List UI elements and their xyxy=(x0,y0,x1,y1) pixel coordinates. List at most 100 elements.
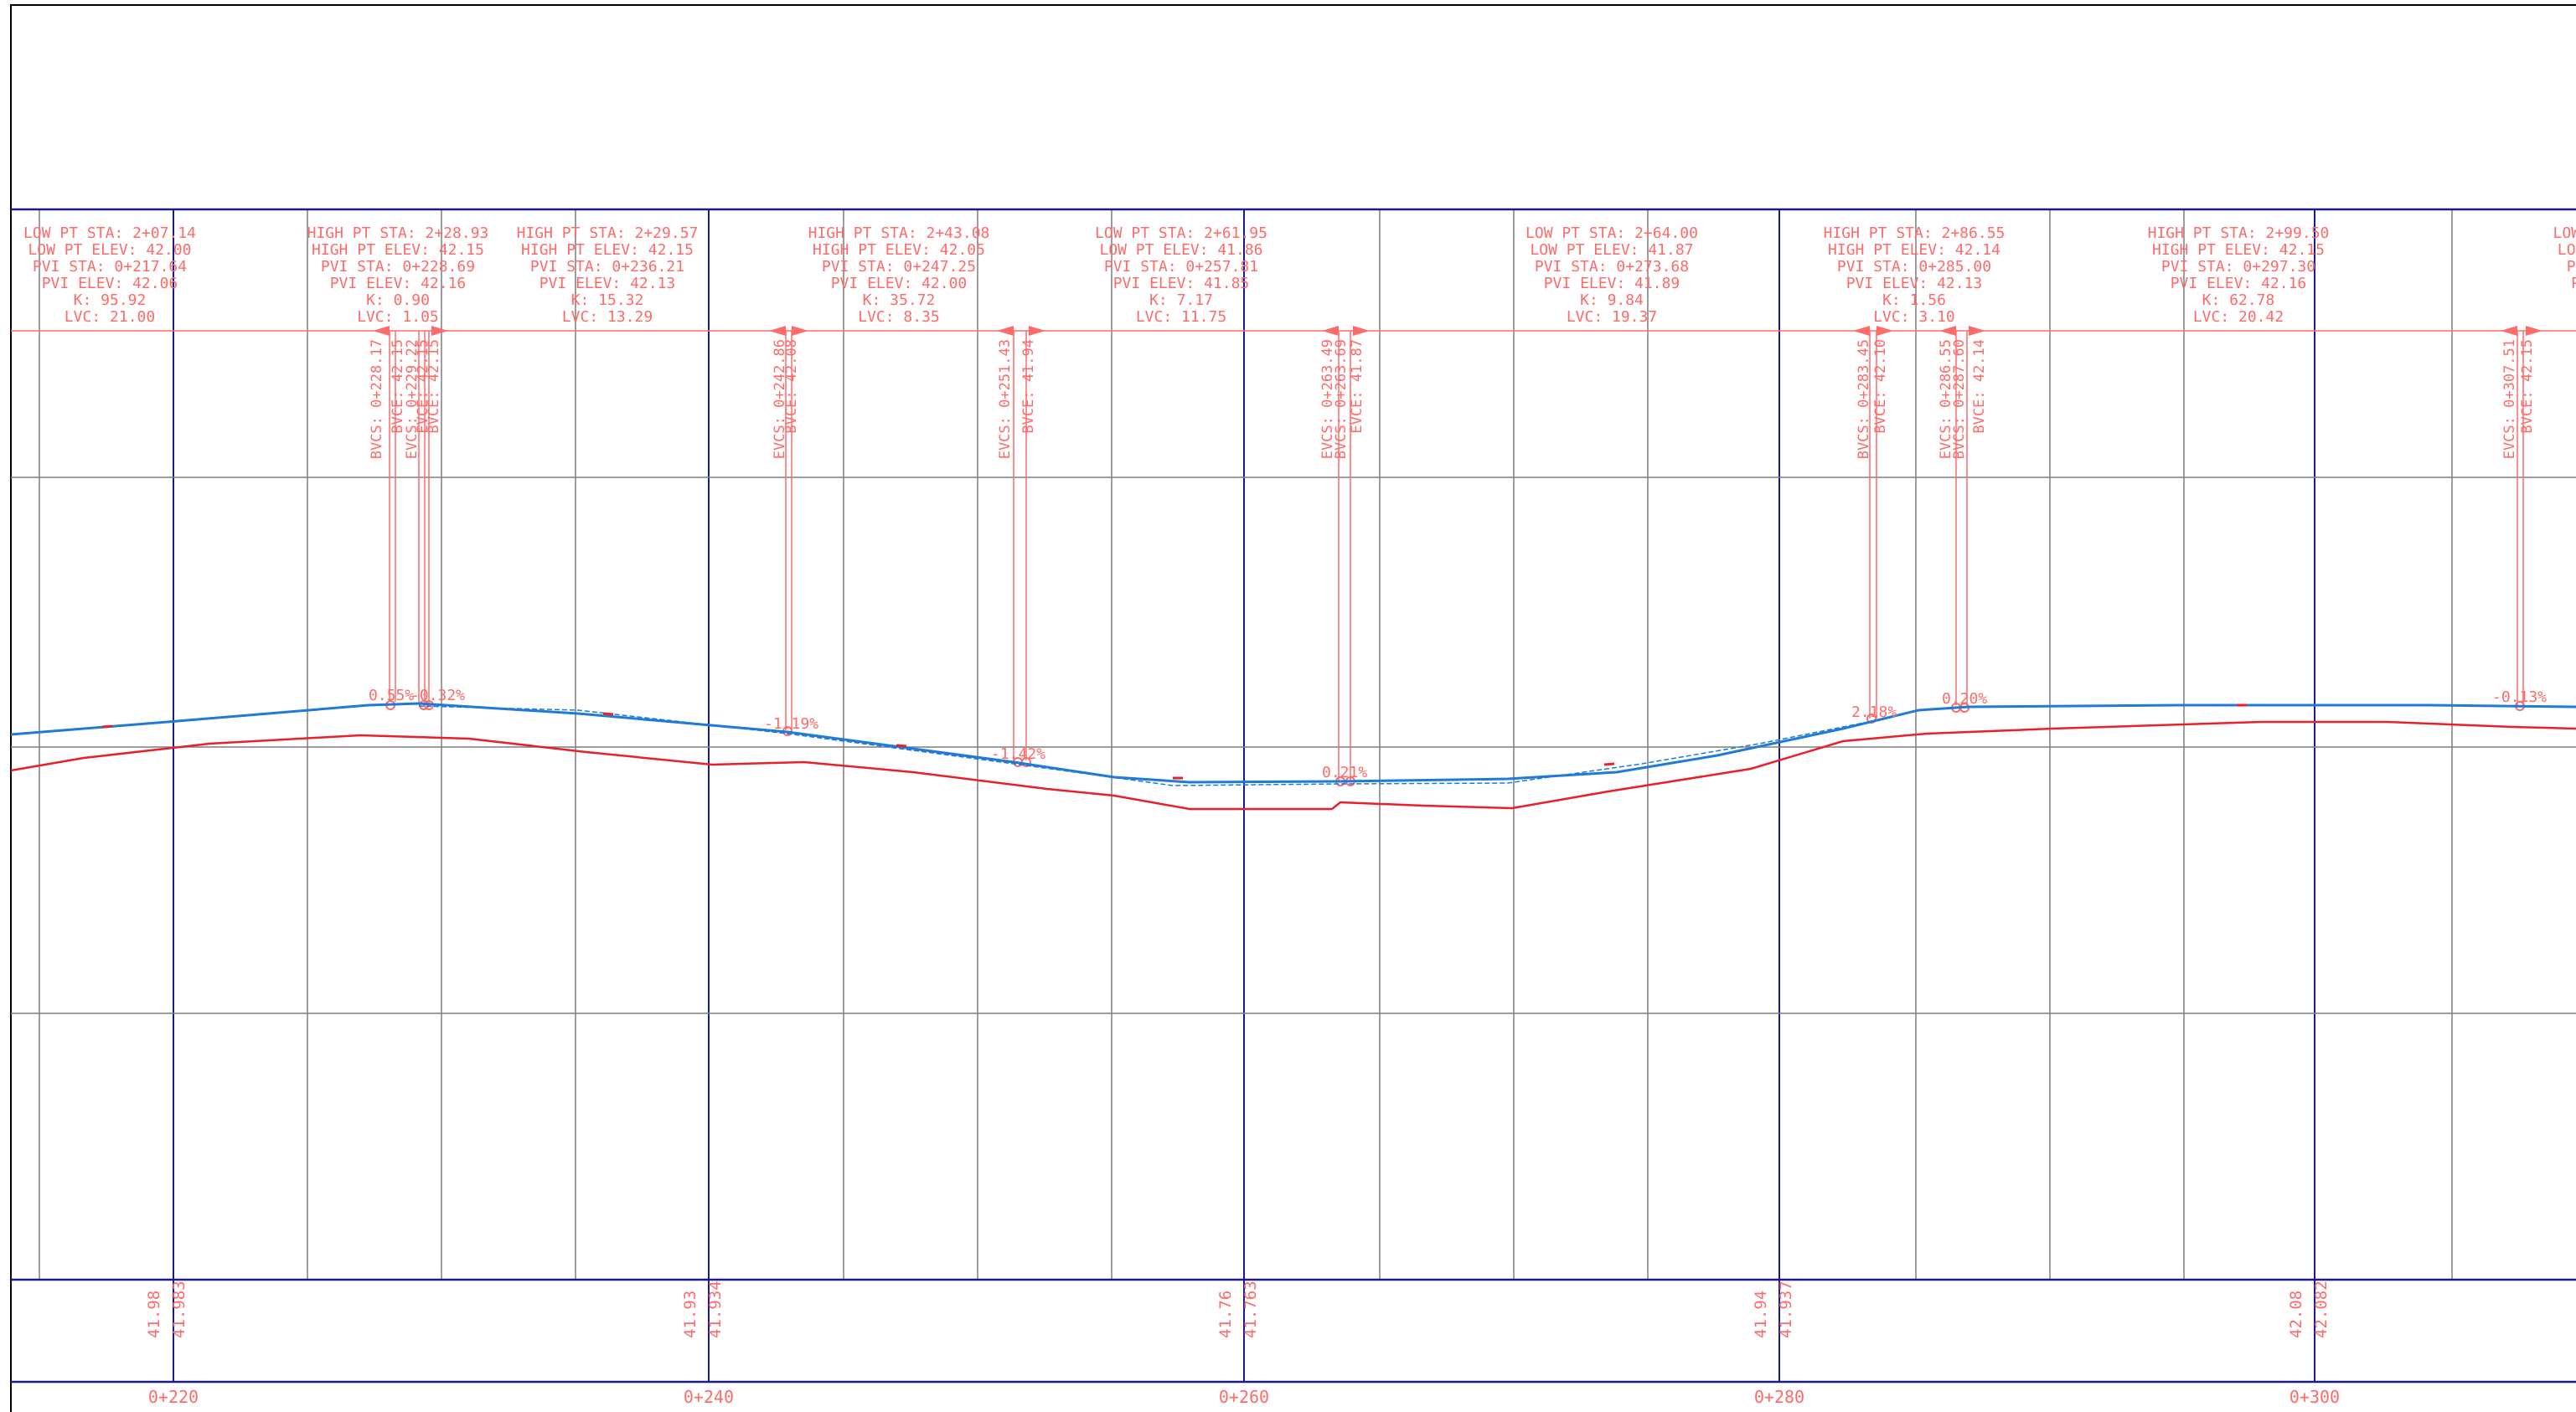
grade-label: 0.20% xyxy=(1942,690,1987,708)
pvi-block-line: LVC: 1.05 xyxy=(357,308,439,326)
pvi-block-line: K: 9.84 xyxy=(1580,291,1644,309)
grid-vertical xyxy=(39,209,2453,1280)
curve-label: BVCS: 0+263.69 xyxy=(1333,339,1350,459)
curve-label: BVCE: 42.15 xyxy=(426,339,442,434)
curve-label: BVCS: 0+283.45 xyxy=(1856,339,1872,459)
pvi-block-line: HIGH PT ELEV: 42.15 xyxy=(521,241,694,259)
pvi-block-line: K: 0.90 xyxy=(366,291,430,309)
pvi-block-line: PVI STA: 0+228.69 xyxy=(321,258,475,276)
curve-label: EVCS: 0+286.55 xyxy=(1938,339,1954,459)
station-label: 0+220 xyxy=(148,1387,199,1407)
design-profile-offset-line xyxy=(418,705,1869,786)
curve-label: BVCE: 42.10 xyxy=(1872,339,1889,434)
station-axis: 0+220 0+240 0+260 0+280 0+300 xyxy=(148,1387,2340,1407)
curve-label: EVCE: 42.15 xyxy=(415,339,431,434)
pvi-block-line: LVC: 11.75 xyxy=(1136,308,1226,326)
grade-label: -0.32% xyxy=(410,687,465,704)
pvi-block-line: LVC: 13.29 xyxy=(562,308,653,326)
grade-label: 0.55% xyxy=(369,687,414,704)
grade-label: -0.13% xyxy=(2492,688,2547,706)
curve-label: BVCE: 42.14 xyxy=(1971,339,1988,434)
pvi-block-line: LVC: 8.35 xyxy=(858,308,940,326)
pvi-block-line: LOW PT STA: 2+61.95 xyxy=(1095,224,1267,242)
curve-label: EVCS: 0+263.49 xyxy=(1319,339,1336,459)
pvi-block-line: HIGH PT STA: 2+99.50 xyxy=(2148,224,2330,242)
pvi-block-line: PVI xyxy=(2567,258,2576,276)
pvi-block-line: K: 95.92 xyxy=(74,291,147,309)
pvi-block-line: LOW PT STA: 2+07.14 xyxy=(23,224,196,242)
pvi-block-line: PVI STA: 0+236.21 xyxy=(530,258,684,276)
curve-label: BVCS: 0+287.60 xyxy=(1951,339,1968,459)
pvi-block-line: LOW PT xyxy=(2553,224,2576,242)
existing-elevation-value: 41.94 xyxy=(1752,1291,1770,1338)
pvi-block-line: LOW PT ELEV: 42.00 xyxy=(28,241,191,259)
grade-label: -1.42% xyxy=(991,745,1045,763)
station-label: 0+300 xyxy=(2289,1387,2340,1407)
curve-label: EVCS: 0+307.51 xyxy=(2501,339,2518,459)
pvi-block-line: HIGH PT ELEV: 42.14 xyxy=(1828,241,2000,259)
pvi-block-line: K: 1.56 xyxy=(1882,291,1946,309)
pvi-block-line: LVC: 21.00 xyxy=(65,308,155,326)
pvi-block-line: PVI STA: 0+247.25 xyxy=(822,258,976,276)
pvi-block-line: PVI ELEV: 42.00 xyxy=(831,275,968,292)
pvi-block-line: LVC: 3.10 xyxy=(1873,308,1955,326)
design-elevation-value: 41.934 xyxy=(706,1281,725,1338)
pvi-block-line: K: 35.72 xyxy=(863,291,936,309)
pvi-block-line: HIGH PT ELEV: 42.15 xyxy=(2152,241,2325,259)
elevation-band: 41.98 41.983 41.93 41.934 41.76 41.763 41.94 41… xyxy=(145,1281,2331,1338)
pvi-block-line: LOW PT ELEV: 41.86 xyxy=(1099,241,1262,259)
pvi-block-line: PVI ELEV: 42.16 xyxy=(330,275,467,292)
curve-label: EVCS: 0+229.22 xyxy=(404,339,421,459)
existing-elevation-value: 41.98 xyxy=(145,1291,163,1338)
pvi-block-line: HIGH PT STA: 2+28.93 xyxy=(307,224,489,242)
curve-label: BVCE: 41.94 xyxy=(1020,339,1037,434)
design-tick-marks xyxy=(101,703,2247,780)
design-elevation-value: 41.763 xyxy=(1242,1281,1260,1338)
pvi-block-line: PVI STA: 0+273.68 xyxy=(1535,258,1689,276)
pvi-block-line: PVI STA: 0+217.64 xyxy=(33,258,187,276)
grade-label: 0.21% xyxy=(1322,764,1367,781)
curve-label: EVCS: 0+251.43 xyxy=(997,339,1014,459)
profile-frame xyxy=(11,208,2576,1384)
pvi-block-line: PVI STA: 0+257.81 xyxy=(1104,258,1258,276)
existing-elevation-value: 42.08 xyxy=(2287,1291,2305,1338)
pvi-block-line: PVI ELEV: 42.16 xyxy=(2171,275,2307,292)
pvi-block-line: HIGH PT STA: 2+86.55 xyxy=(1824,224,2006,242)
pvi-block-line: HIGH PT ELEV: 42.05 xyxy=(813,241,985,259)
station-label: 0+280 xyxy=(1754,1387,1804,1407)
curve-label: BVCE: 42.15 xyxy=(390,339,406,434)
pvi-block-line: LVC: 19.37 xyxy=(1567,308,1657,326)
design-elevation-value: 42.082 xyxy=(2312,1281,2331,1338)
design-elevation-value: 41.937 xyxy=(1777,1281,1795,1338)
grade-label: -1.19% xyxy=(764,715,818,733)
curve-label: BVCE: 42.15 xyxy=(2519,339,2536,434)
pvi-block-line: PVI STA: 0+285.00 xyxy=(1837,258,1991,276)
existing-elevation-value: 41.76 xyxy=(1216,1291,1235,1338)
pvi-block-line: PVI ELEV: 42.13 xyxy=(539,275,676,292)
pvi-markers xyxy=(385,700,2525,786)
curve-label: BVCE: 42.08 xyxy=(783,339,800,434)
pvi-block-line: LOW PT ELEV: 41.87 xyxy=(1530,241,1693,259)
pvi-block-line: PVI STA: 0+297.30 xyxy=(2161,258,2315,276)
pvi-block-line: PVI ELEV: 41.89 xyxy=(1544,275,1680,292)
pvi-block-line: PVI ELEV: 41.85 xyxy=(1113,275,1250,292)
annotation-arrows xyxy=(373,326,2542,336)
pvi-block-line: K: 7.17 xyxy=(1149,291,1213,309)
pvi-block-line: HIGH PT STA: 2+29.57 xyxy=(517,224,699,242)
grid-horizontal xyxy=(11,477,2576,1014)
curve-label: EVCS: 0+242.86 xyxy=(772,339,788,459)
design-profile-line xyxy=(10,702,2576,784)
pvi-block-line: HIGH PT STA: 2+43.08 xyxy=(808,224,990,242)
grade-label: 2.18% xyxy=(1851,703,1897,721)
pvi-block-line: PV xyxy=(2571,275,2576,292)
pvi-block-line: K: 62.78 xyxy=(2202,291,2275,309)
existing-ground-line xyxy=(10,720,2576,811)
sheet-border xyxy=(10,4,2576,1412)
pvi-block-line: PVI ELEV: 42.13 xyxy=(1846,275,1983,292)
grade-annotations: 0.55%-0.32% -1.19% -1.42% 0.21% 2.18% 0.20% -0… xyxy=(369,687,2547,781)
annotation-stems xyxy=(389,331,2524,781)
pvi-block-line: LOW PT STA: 2+64.00 xyxy=(1525,224,1698,242)
